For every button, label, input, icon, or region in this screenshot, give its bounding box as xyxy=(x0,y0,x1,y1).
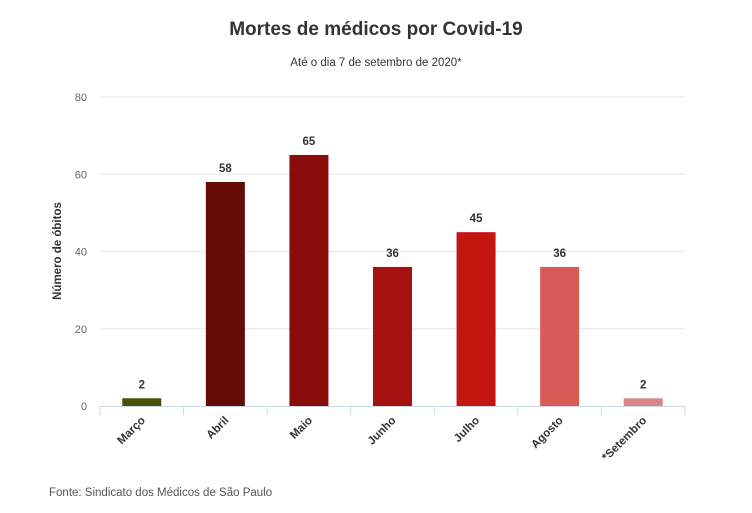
bar-3 xyxy=(373,266,412,406)
y-axis-title: Número de óbitos xyxy=(52,202,64,300)
x-tick-label: Julho xyxy=(452,415,482,445)
data-label: 2 xyxy=(640,379,646,391)
x-tick-label: Junho xyxy=(366,415,399,448)
x-tick-label: Maio xyxy=(288,415,315,442)
data-label: 36 xyxy=(386,248,399,260)
y-tick-label: 20 xyxy=(75,324,87,336)
bar-1 xyxy=(205,181,245,406)
bar-5 xyxy=(540,266,580,406)
data-label: 65 xyxy=(303,136,316,148)
y-axis-ticks: 0 20 40 60 80 xyxy=(75,92,87,413)
bar-6 xyxy=(623,398,663,406)
data-label: 2 xyxy=(139,379,145,391)
data-label: 58 xyxy=(219,163,232,175)
chart-title: Mortes de médicos por Covid-19 xyxy=(229,19,523,40)
bar-4 xyxy=(456,232,496,406)
x-tick-label: Abril xyxy=(204,415,231,442)
bar-0 xyxy=(122,398,162,406)
y-tick-label: 80 xyxy=(75,92,87,104)
bars xyxy=(122,154,663,406)
y-tick-label: 0 xyxy=(81,401,87,413)
x-axis: Março Abril Maio Junho Julho Agosto *Setembro xyxy=(99,406,686,464)
data-label: 45 xyxy=(470,213,483,225)
x-tick-label: Março xyxy=(115,415,147,447)
data-labels: 2 58 65 36 45 36 2 xyxy=(139,136,647,391)
x-tick-label: Agosto xyxy=(529,415,565,451)
data-label: 36 xyxy=(553,248,566,260)
y-tick-label: 40 xyxy=(75,247,87,259)
bar-2 xyxy=(289,154,329,406)
y-tick-label: 60 xyxy=(75,169,87,181)
chart-subtitle: Até o dia 7 de setembro de 2020* xyxy=(290,57,462,69)
source-note: Fonte: Sindicato dos Médicos de São Paul… xyxy=(49,487,273,499)
x-tick-label: *Setembro xyxy=(600,415,649,464)
